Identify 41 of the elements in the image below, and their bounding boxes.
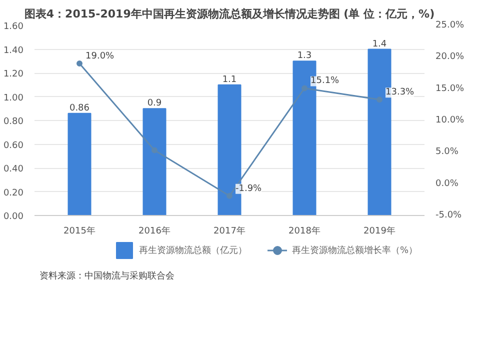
y-tick-label: 0.20 bbox=[3, 188, 24, 198]
data-label: 0.86 bbox=[69, 103, 90, 114]
data-label: 1.4 bbox=[372, 39, 387, 50]
y2-tick-label: -5.0% bbox=[436, 210, 462, 220]
legend-label: 再生资源物流总额增长率（%） bbox=[292, 244, 418, 256]
y2-tick-label: 5.0% bbox=[436, 147, 459, 158]
legend-label: 再生资源物流总额（亿元） bbox=[139, 244, 247, 256]
y-tick-label: 0.40 bbox=[3, 164, 24, 174]
point bbox=[376, 96, 382, 103]
bar bbox=[142, 108, 166, 216]
y-tick-label: 1.40 bbox=[3, 46, 24, 56]
data-label: 19.0% bbox=[86, 52, 115, 62]
x-tick-label: 2015年 bbox=[64, 226, 96, 236]
y2-tick-label: 20.0% bbox=[436, 52, 465, 62]
point bbox=[76, 60, 82, 66]
y-tick-label: 1.20 bbox=[3, 70, 24, 80]
y2-tick-label: 15.0% bbox=[436, 84, 465, 94]
y2-tick-label: 25.0% bbox=[436, 20, 465, 30]
x-tick-label: 2017年 bbox=[214, 226, 246, 236]
data-label: 13.3% bbox=[386, 88, 415, 98]
y-tick-label: 1.60 bbox=[3, 22, 24, 32]
data-label: -1.9% bbox=[236, 184, 262, 194]
point bbox=[302, 85, 308, 92]
point bbox=[152, 147, 158, 154]
y-tick-label: 1.00 bbox=[3, 93, 24, 104]
data-label: 15.1% bbox=[310, 76, 340, 86]
data-label: 1.1 bbox=[222, 74, 237, 85]
bar bbox=[68, 112, 92, 216]
point bbox=[226, 192, 232, 199]
data-label: 0.9 bbox=[147, 98, 162, 109]
x-tick-label: 2018年 bbox=[288, 226, 320, 236]
y-tick-label: 0.60 bbox=[3, 140, 24, 151]
y-tick-label: 0.80 bbox=[3, 117, 24, 127]
y-tick-label: 0.00 bbox=[3, 212, 24, 222]
text: 资料来源：中国物流与采购联合会 bbox=[40, 270, 174, 282]
x-tick-label: 2019年 bbox=[364, 226, 396, 236]
chart-title: 图表4：2015-2019年中国再生资源物流总额及增长情况走势图 (单 位：亿元，%) bbox=[24, 8, 435, 20]
y2-tick-label: 0.0% bbox=[436, 178, 459, 189]
y2-tick-label: 10.0% bbox=[436, 116, 465, 126]
x-tick-label: 2016年 bbox=[138, 226, 170, 236]
data-label: 1.3 bbox=[297, 51, 312, 62]
